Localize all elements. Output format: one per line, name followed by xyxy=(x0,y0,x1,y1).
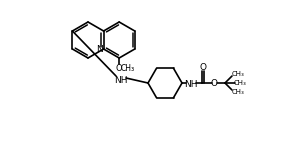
Text: CH₃: CH₃ xyxy=(121,64,135,72)
Text: CH₃: CH₃ xyxy=(234,80,246,86)
Text: O: O xyxy=(200,62,206,71)
Text: CH₃: CH₃ xyxy=(232,89,244,95)
Text: O: O xyxy=(116,64,123,72)
Text: N: N xyxy=(96,45,103,54)
Text: NH: NH xyxy=(114,76,128,85)
Text: CH₃: CH₃ xyxy=(232,71,244,77)
Text: O: O xyxy=(210,78,217,87)
Text: NH: NH xyxy=(184,80,198,88)
